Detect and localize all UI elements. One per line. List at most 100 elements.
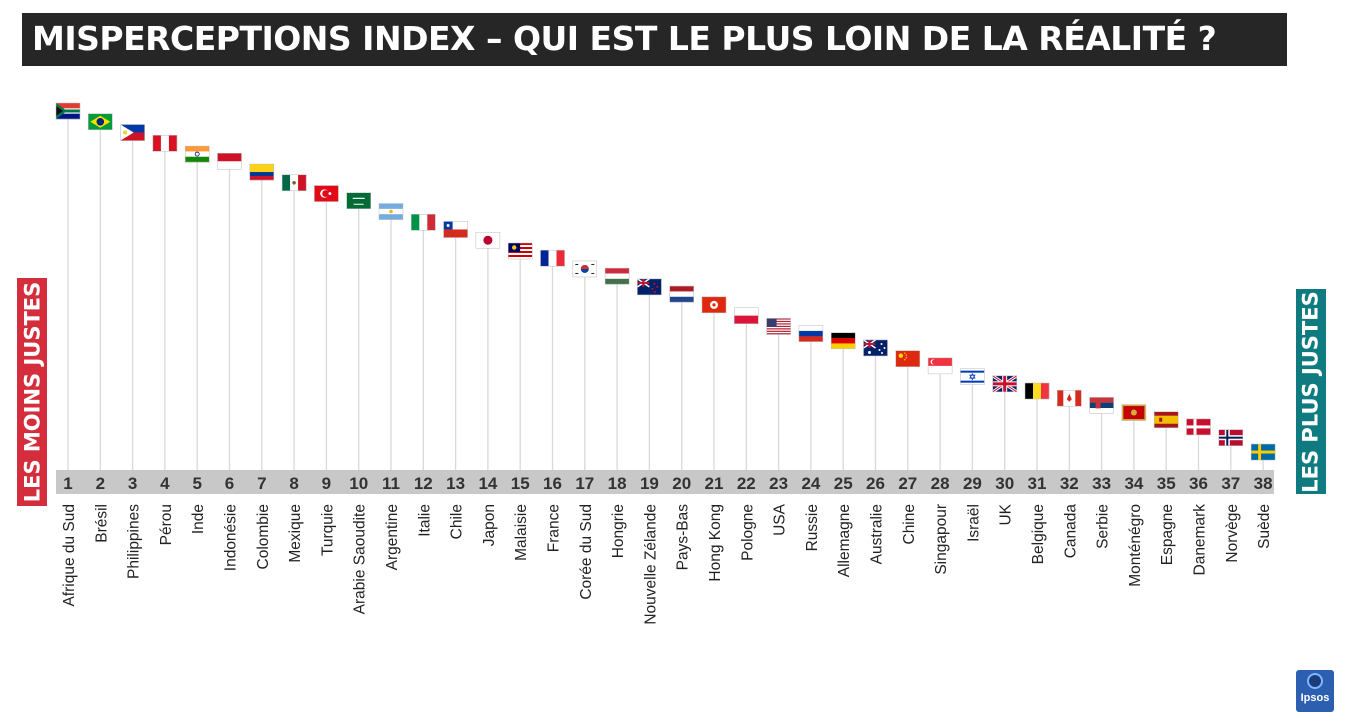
country-label: Indonésie xyxy=(223,504,240,571)
country-label: Serbie xyxy=(1095,504,1112,549)
ipsos-logo: Ipsos xyxy=(1296,670,1334,712)
rank-label: 33 xyxy=(1092,474,1111,493)
flag-canada-icon xyxy=(1057,389,1082,407)
rank-label: 37 xyxy=(1221,474,1240,493)
rank-label: 35 xyxy=(1157,474,1176,493)
country-label: Allemagne xyxy=(836,504,853,577)
rank-label: 21 xyxy=(705,474,724,493)
country-label: UK xyxy=(998,503,1015,525)
country-label: Pays-Bas xyxy=(675,504,692,571)
rank-label: 22 xyxy=(737,474,756,493)
rank-label: 5 xyxy=(192,474,201,493)
rank-label: 18 xyxy=(608,474,627,493)
rank-label: 24 xyxy=(801,474,820,493)
flag-argentina-icon xyxy=(378,203,404,220)
flag-denmark-icon xyxy=(1186,418,1211,436)
country-label: Afrique du Sud xyxy=(61,504,78,607)
flag-israel-icon xyxy=(960,368,985,385)
rank-label: 29 xyxy=(963,474,982,493)
rank-label: 28 xyxy=(931,474,950,493)
country-label: Espagne xyxy=(1159,504,1176,565)
flag-india-icon xyxy=(184,145,210,163)
country-label: Nouvelle Zélande xyxy=(642,504,659,625)
title-bar: MISPERCEPTIONS INDEX – QUI EST LE PLUS L… xyxy=(22,13,1287,66)
country-label: Mexique xyxy=(287,504,304,563)
rank-label: 2 xyxy=(96,474,105,493)
rank-label: 13 xyxy=(446,474,465,493)
flag-uk-icon xyxy=(991,374,1018,394)
country-label: Malaisie xyxy=(513,504,530,561)
flag-belgium-icon xyxy=(1024,382,1050,400)
rank-label: 10 xyxy=(349,474,368,493)
flag-philippines-icon xyxy=(120,124,145,141)
country-label: Singapour xyxy=(933,504,950,575)
rank-label: 3 xyxy=(128,474,137,493)
country-label: Turquie xyxy=(319,504,336,556)
flag-hong-kong-icon xyxy=(701,296,727,314)
rank-label: 26 xyxy=(866,474,885,493)
country-label: Arabie Saoudite xyxy=(352,504,369,614)
country-label: USA xyxy=(772,503,789,536)
country-label: Brésil xyxy=(93,504,110,543)
least-accurate-label: LES MOINS JUSTES xyxy=(17,278,47,506)
flag-brazil-icon xyxy=(88,113,113,131)
country-label: Colombie xyxy=(255,504,272,569)
rank-label: 38 xyxy=(1254,474,1273,493)
rank-label: 15 xyxy=(511,474,530,493)
rank-label: 20 xyxy=(672,474,691,493)
rank-label: 12 xyxy=(414,474,433,493)
most-accurate-text: LES PLUS JUSTES xyxy=(1299,290,1323,493)
flag-turkey-icon xyxy=(314,185,339,202)
country-label: Danemark xyxy=(1192,504,1209,576)
least-accurate-text: LES MOINS JUSTES xyxy=(20,281,44,503)
flag-south-africa-icon xyxy=(55,102,81,120)
flag-france-icon xyxy=(540,249,565,267)
flag-sweden-icon xyxy=(1250,443,1276,461)
flag-indonesia-icon xyxy=(217,153,242,170)
flag-russia-icon xyxy=(798,325,824,342)
country-label: Argentine xyxy=(384,504,401,570)
chart-title: MISPERCEPTIONS INDEX – QUI EST LE PLUS L… xyxy=(32,19,1217,58)
country-label: Belgique xyxy=(1030,504,1047,564)
country-label: Philippines xyxy=(126,504,143,579)
flag-montenegro-icon xyxy=(1121,404,1147,421)
country-label: Pologne xyxy=(739,504,756,561)
flag-chile-icon xyxy=(443,221,468,238)
flag-new-zealand-icon xyxy=(636,278,662,296)
flag-usa-icon xyxy=(766,318,791,335)
country-label: Pérou xyxy=(158,504,175,545)
logo-mark-icon xyxy=(1307,673,1323,689)
rank-label: 11 xyxy=(382,474,400,493)
country-label: France xyxy=(546,504,563,552)
rank-label: 32 xyxy=(1060,474,1079,493)
rank-label: 16 xyxy=(543,474,562,493)
rank-label: 14 xyxy=(478,474,497,493)
flag-serbia-icon xyxy=(1089,397,1114,414)
country-label: Monténégro xyxy=(1127,504,1144,587)
flag-saudi-arabia-icon xyxy=(346,192,371,209)
logo-text: Ipsos xyxy=(1300,692,1330,704)
most-accurate-label: LES PLUS JUSTES xyxy=(1296,289,1326,494)
rank-label: 19 xyxy=(640,474,659,493)
rank-label: 9 xyxy=(322,474,331,493)
rank-label: 6 xyxy=(225,474,234,493)
rank-label: 7 xyxy=(257,474,266,493)
rank-label: 4 xyxy=(160,474,170,493)
rank-label: 36 xyxy=(1189,474,1208,493)
rank-label: 23 xyxy=(769,474,788,493)
country-label: Japon xyxy=(481,504,498,546)
country-label: Canada xyxy=(1062,504,1079,559)
rank-label: 31 xyxy=(1028,474,1047,493)
flag-poland-icon xyxy=(734,307,759,324)
flag-colombia-icon xyxy=(249,163,275,181)
flag-mexico-icon xyxy=(281,174,307,192)
country-label: Chine xyxy=(901,504,918,545)
rank-band xyxy=(56,470,1274,494)
flag-norway-icon xyxy=(1218,429,1244,446)
flag-spain-icon xyxy=(1153,411,1179,428)
country-label: Israël xyxy=(965,504,982,542)
flag-hungary-icon xyxy=(604,267,630,285)
flag-japan-icon xyxy=(475,231,501,249)
country-label: Australie xyxy=(869,504,886,564)
flag-australia-icon xyxy=(863,339,888,357)
